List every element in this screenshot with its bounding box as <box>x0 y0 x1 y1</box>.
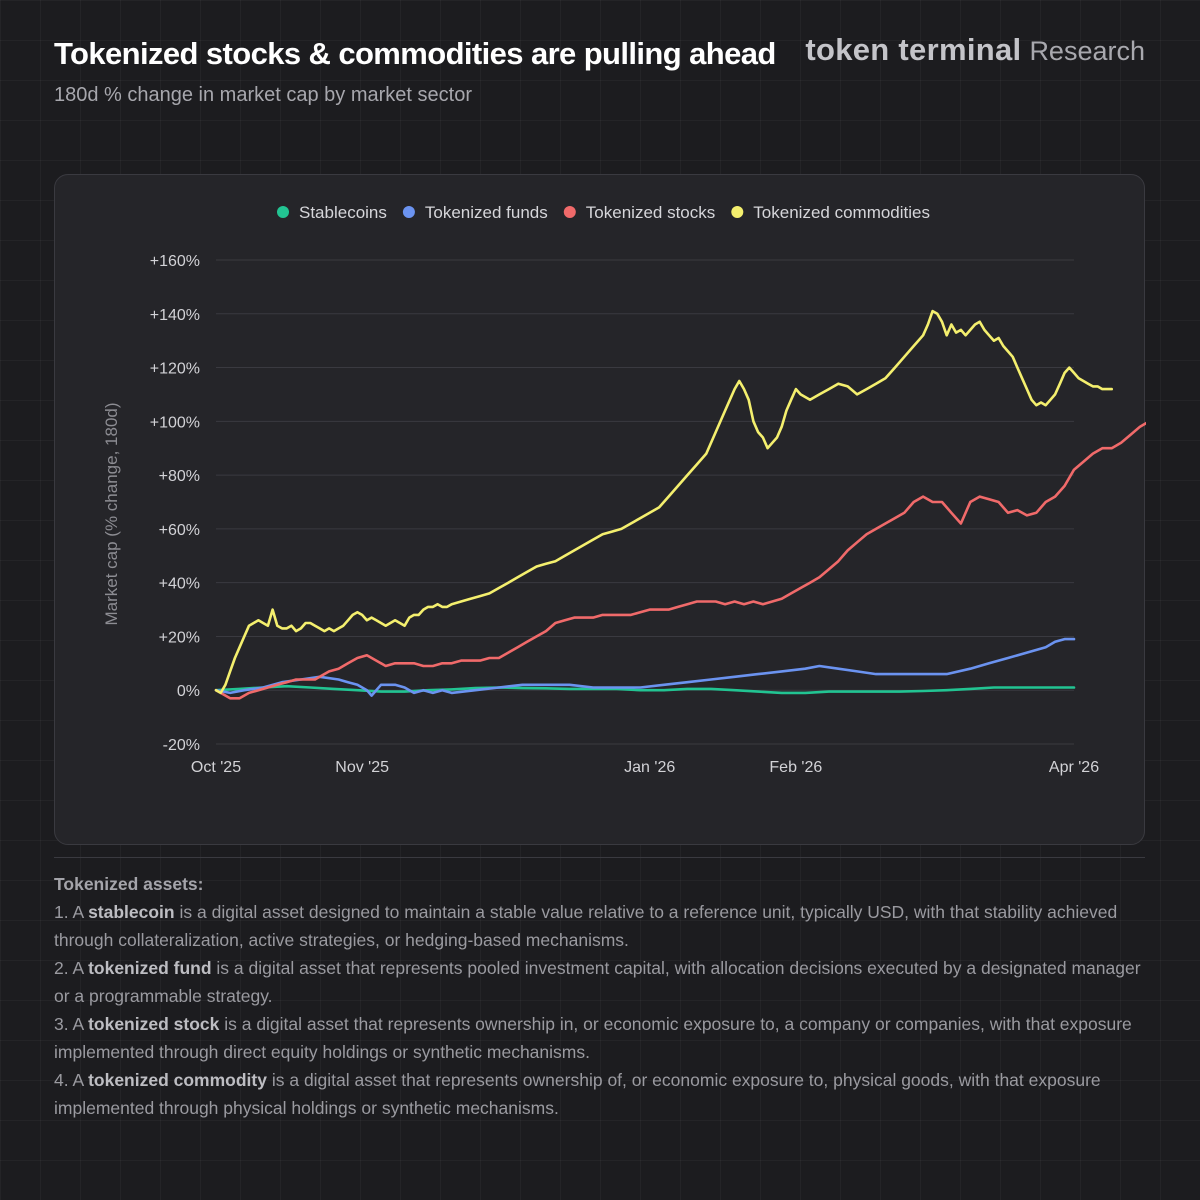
legend-dot <box>277 206 289 218</box>
y-tick-label: +100% <box>150 414 200 431</box>
y-tick-label: +20% <box>159 629 200 646</box>
legend-label: Stablecoins <box>299 203 387 222</box>
page-title: Tokenized stocks & commodities are pulli… <box>54 36 776 71</box>
series-line-tokenized-funds <box>214 637 1076 697</box>
x-tick-label: Nov '25 <box>335 759 389 776</box>
notes-heading: Tokenized assets: <box>54 874 204 894</box>
x-tick-label: Oct '25 <box>191 759 241 776</box>
chart-card: Stablecoins Tokenized funds Tokenized stoc… <box>54 174 1146 845</box>
y-tick-label: -20% <box>163 737 200 754</box>
x-axis-ticks: Oct '25 Nov '25 Jan '26 Feb '26 Apr '26 <box>191 759 1099 776</box>
x-tick-label: Apr '26 <box>1049 759 1099 776</box>
note-item-tokenized-fund: 2. A tokenized fund is a digital asset t… <box>54 958 1141 1006</box>
y-tick-label: +120% <box>150 361 200 378</box>
y-tick-label: +80% <box>159 468 200 485</box>
y-tick-label: +40% <box>159 576 200 593</box>
y-tick-label: +60% <box>159 522 200 539</box>
y-axis-title: Market cap (% change, 180d) <box>102 402 121 625</box>
note-item-tokenized-stock: 3. A tokenized stock is a digital asset … <box>54 1014 1132 1062</box>
legend-item-tokenized-commodities[interactable]: Tokenized commodities <box>731 203 930 222</box>
brand-sub: Research <box>1029 36 1145 66</box>
legend-item-tokenized-funds[interactable]: Tokenized funds <box>402 203 548 222</box>
legend-dot <box>563 206 576 218</box>
line-chart: Stablecoins Tokenized funds Tokenized stoc… <box>102 203 1146 776</box>
x-tick-label: Feb '26 <box>769 759 822 776</box>
series-line-stablecoins <box>214 684 1076 695</box>
y-axis-ticks: -20% 0% +20% +40% +60% +80% +100% +120% +140% +16… <box>150 253 200 754</box>
divider <box>54 857 1145 858</box>
legend-label: Tokenized stocks <box>586 203 715 222</box>
note-item-stablecoin: 1. A stablecoin is a digital asset desig… <box>54 902 1118 950</box>
y-tick-label: +160% <box>150 253 200 270</box>
brand-name: token terminal <box>805 32 1022 67</box>
legend-item-stablecoins[interactable]: Stablecoins <box>277 203 387 222</box>
notes-section: Tokenized assets: 1. A stablecoin is a d… <box>54 870 1154 1122</box>
page-subtitle: 180d % change in market cap by market se… <box>54 84 472 106</box>
y-tick-label: +140% <box>150 307 200 324</box>
legend-item-tokenized-stocks[interactable]: Tokenized stocks <box>563 203 715 222</box>
chart-legend: Stablecoins Tokenized funds Tokenized stoc… <box>277 203 930 222</box>
note-item-tokenized-commodity: 4. A tokenized commodity is a digital as… <box>54 1070 1101 1118</box>
legend-dot <box>731 206 744 218</box>
series-line-tokenized-stocks <box>214 421 1146 700</box>
y-tick-label: 0% <box>177 683 200 700</box>
x-tick-label: Jan '26 <box>624 759 675 776</box>
series-line-tokenized-commodities <box>214 309 1113 695</box>
legend-label: Tokenized commodities <box>753 203 930 222</box>
brand-logo: token terminal Research <box>805 32 1145 68</box>
chart-series <box>214 309 1146 700</box>
legend-dot <box>402 206 415 218</box>
legend-label: Tokenized funds <box>425 203 548 222</box>
